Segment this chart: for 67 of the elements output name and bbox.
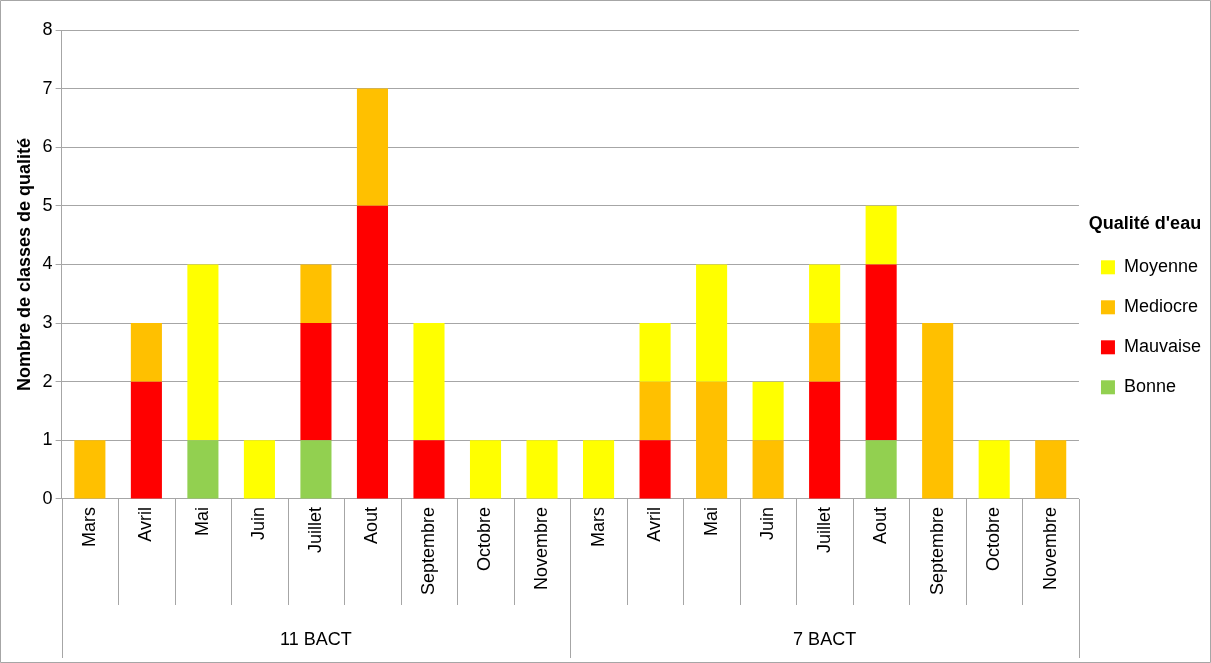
y-tick-label: 5 [42, 194, 53, 215]
x-tick-label: Septembre [417, 506, 438, 596]
bar [809, 323, 841, 382]
text: 11 BACT [280, 628, 352, 649]
y-tick-label: 8 [42, 18, 53, 39]
bar [583, 440, 615, 499]
x-tick-label: Avril [644, 506, 665, 542]
bar [639, 381, 671, 441]
y-tick-label: 6 [42, 136, 53, 157]
bar [74, 440, 106, 499]
x-tick-label: Juillet [813, 506, 834, 553]
y-tick-label: 7 [42, 77, 53, 98]
bar [413, 323, 445, 441]
bar [639, 440, 671, 499]
bar [1035, 440, 1067, 499]
x-tick-label: Mars [78, 506, 99, 547]
bar [696, 264, 728, 382]
bar [356, 88, 389, 206]
bar [526, 440, 558, 499]
bar [809, 264, 841, 324]
x-tick-label: Juin [757, 506, 778, 540]
y-tick-label: 0 [42, 487, 53, 508]
legend-label: Moyenne [1123, 256, 1199, 277]
bar [809, 381, 841, 499]
bar [865, 205, 897, 265]
bar [865, 440, 897, 499]
bar [469, 440, 502, 499]
x-tick-label: Octobre [983, 506, 1004, 571]
x-tick-label: Novembre [1039, 506, 1060, 590]
bar [300, 264, 332, 324]
legend-label: Bonne [1123, 376, 1177, 397]
bar [130, 381, 162, 499]
bar [300, 323, 332, 441]
bar [243, 440, 275, 499]
bar [752, 440, 784, 499]
bar [922, 323, 954, 499]
y-tick-label: 2 [42, 370, 53, 391]
bar [978, 440, 1010, 499]
x-tick-label: Mars [587, 506, 608, 547]
y-axis-title: Nombre de classes de qualité [13, 137, 34, 392]
x-tick-label: Septembre [926, 506, 947, 596]
x-tick-label: Mai [700, 506, 721, 536]
x-tick-label: Mai [191, 506, 212, 536]
x-tick-label: Aout [870, 506, 891, 544]
text: 7 BACT [793, 628, 857, 649]
bar [130, 323, 162, 382]
bar [639, 323, 671, 382]
x-tick-label: Juin [248, 506, 269, 540]
bar [356, 205, 389, 499]
x-tick-label: Aout [361, 506, 382, 544]
bar [413, 440, 445, 499]
bar [696, 381, 728, 499]
y-tick-label: 1 [42, 429, 53, 450]
x-tick-label: Avril [135, 506, 156, 542]
bar [752, 381, 784, 441]
legend-title: Qualité d'eau [1088, 212, 1202, 233]
legend-label: Mauvaise [1123, 336, 1202, 357]
bar [300, 440, 332, 499]
bar [865, 264, 897, 441]
bar [187, 264, 219, 441]
x-tick-label: Juillet [304, 506, 325, 553]
bar [187, 440, 219, 499]
x-tick-label: Novembre [531, 506, 551, 590]
y-tick-label: 4 [42, 253, 53, 274]
x-tick-label: Octobre [474, 506, 495, 571]
y-tick-label: 3 [42, 312, 53, 333]
legend-label: Mediocre [1123, 296, 1198, 317]
